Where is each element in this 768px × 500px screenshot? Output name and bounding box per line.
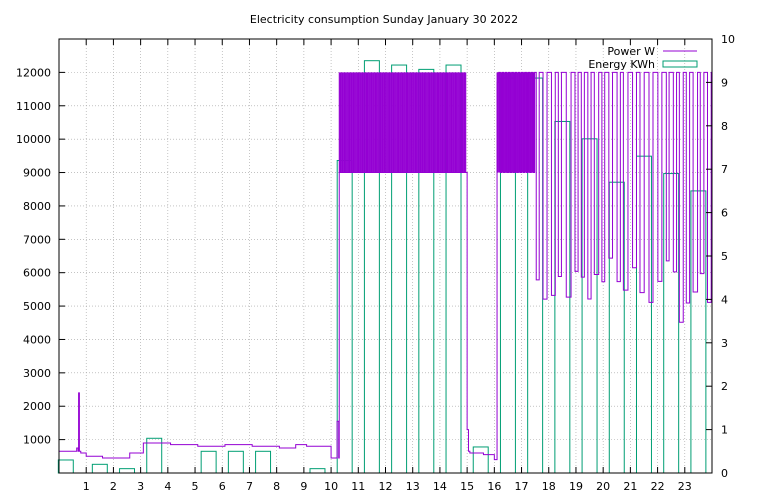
legend-label-power: Power W xyxy=(607,45,655,58)
power-line xyxy=(59,71,713,461)
y2-tick-label: 5 xyxy=(721,250,728,263)
x-tick-label: 20 xyxy=(596,480,610,493)
y-tick-label: 2000 xyxy=(23,400,51,413)
y2-tick-label: 8 xyxy=(721,120,728,133)
y-tick-label: 10000 xyxy=(16,133,51,146)
y2-tick-label: 9 xyxy=(721,76,728,89)
y-tick-label: 12000 xyxy=(16,66,51,79)
y-tick-label: 9000 xyxy=(23,167,51,180)
power-series xyxy=(59,71,713,461)
x-tick-label: 8 xyxy=(273,480,280,493)
y-tick-label: 4000 xyxy=(23,333,51,346)
legend-swatch-energy xyxy=(662,60,698,68)
x-tick-label: 10 xyxy=(324,480,338,493)
energy-box xyxy=(255,450,272,474)
x-tick-label: 2 xyxy=(110,480,117,493)
x-tick-label: 17 xyxy=(515,480,529,493)
x-tick-label: 21 xyxy=(623,480,637,493)
energy-box xyxy=(200,450,217,474)
x-tick-label: 4 xyxy=(164,480,171,493)
y2-tick-label: 10 xyxy=(721,33,735,46)
x-tick-label: 16 xyxy=(487,480,501,493)
y-tick-label: 8000 xyxy=(23,200,51,213)
y2-tick-label: 4 xyxy=(721,293,728,306)
energy-box xyxy=(227,450,244,474)
y-tick-label: 5000 xyxy=(23,300,51,313)
y2-tick-label: 0 xyxy=(721,467,728,480)
x-tick-label: 15 xyxy=(460,480,474,493)
x-tick-label: 23 xyxy=(678,480,692,493)
axis-ticks: 1 2 3 4 5 6 7 8 9 10 11 12 13 14 15 16 17 18 19 20 21 22 23100… xyxy=(16,33,735,493)
y-tick-label: 7000 xyxy=(23,233,51,246)
x-tick-label: 14 xyxy=(433,480,447,493)
legend-label-energy: Energy KWh xyxy=(588,58,655,71)
y-tick-label: 3000 xyxy=(23,367,51,380)
y2-tick-label: 2 xyxy=(721,380,728,393)
x-tick-label: 11 xyxy=(351,480,365,493)
energy-box xyxy=(309,468,326,474)
y2-tick-label: 7 xyxy=(721,163,728,176)
energy-box xyxy=(472,446,489,474)
y2-tick-label: 1 xyxy=(721,424,728,437)
energy-box xyxy=(146,437,163,474)
energy-box xyxy=(119,468,136,474)
x-tick-label: 13 xyxy=(406,480,420,493)
x-tick-label: 6 xyxy=(219,480,226,493)
y-tick-label: 1000 xyxy=(23,434,51,447)
x-tick-label: 12 xyxy=(379,480,393,493)
x-tick-label: 18 xyxy=(542,480,556,493)
legend: Power W Energy KWh xyxy=(588,45,698,71)
y2-tick-label: 6 xyxy=(721,207,728,220)
grid-lines xyxy=(59,39,712,473)
x-tick-label: 22 xyxy=(651,480,665,493)
x-tick-label: 19 xyxy=(569,480,583,493)
y-tick-label: 11000 xyxy=(16,100,51,113)
x-tick-label: 5 xyxy=(192,480,199,493)
x-tick-label: 3 xyxy=(137,480,144,493)
y2-tick-label: 3 xyxy=(721,337,728,350)
x-tick-label: 1 xyxy=(83,480,90,493)
energy-box xyxy=(57,459,74,474)
chart-title: Electricity consumption Sunday January 3… xyxy=(250,13,518,26)
energy-box xyxy=(91,463,108,474)
y-tick-label: 6000 xyxy=(23,267,51,280)
x-tick-label: 9 xyxy=(300,480,307,493)
x-tick-label: 7 xyxy=(246,480,253,493)
